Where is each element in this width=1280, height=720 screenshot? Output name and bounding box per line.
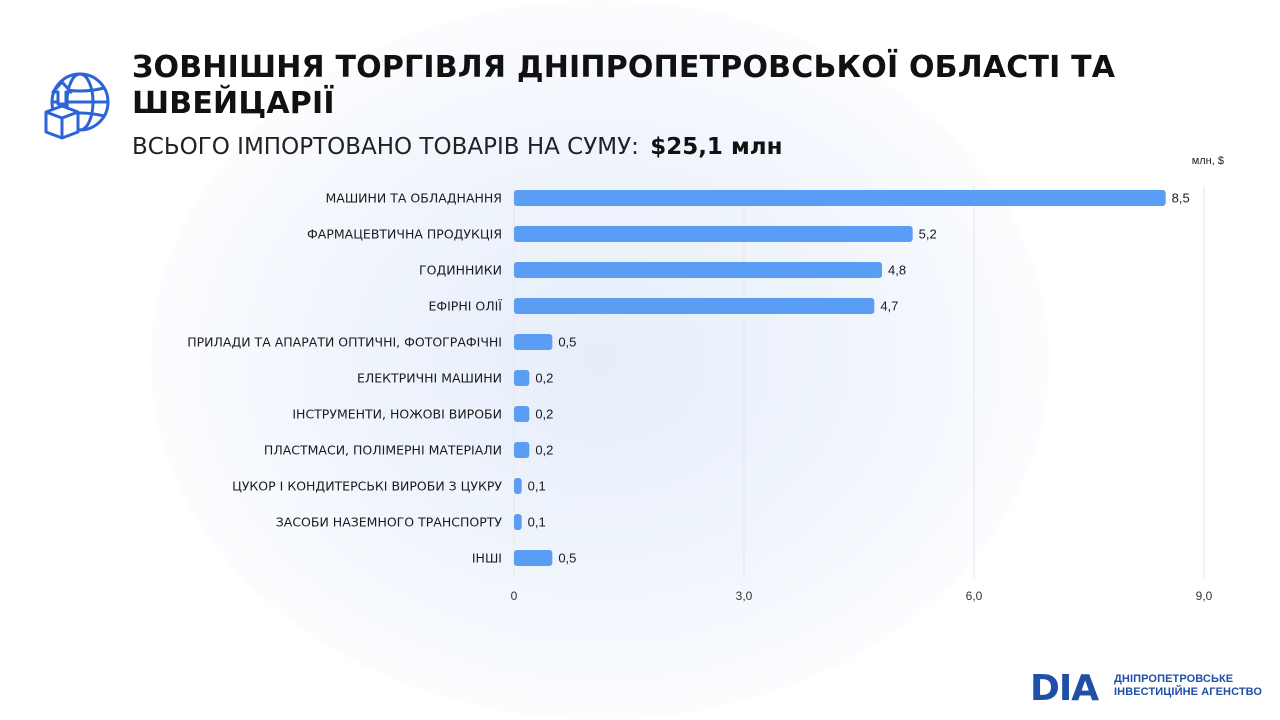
value-label: 4,7 bbox=[880, 299, 898, 314]
background-circle bbox=[150, 0, 1050, 720]
dia-logo-icon: DIA bbox=[1030, 668, 1100, 704]
bar bbox=[514, 226, 913, 242]
value-label: 8,5 bbox=[1172, 191, 1190, 206]
subtitle-prefix: ВСЬОГО ІМПОРТОВАНО ТОВАРІВ НА СУМУ: bbox=[132, 134, 639, 160]
category-label: ІНСТРУМЕНТИ, НОЖОВІ ВИРОБИ bbox=[292, 407, 502, 422]
bar bbox=[514, 478, 522, 494]
bar bbox=[514, 406, 530, 422]
category-label: ГОДИННИКИ bbox=[419, 263, 502, 278]
globe-import-icon bbox=[44, 72, 110, 140]
value-label: 0,1 bbox=[528, 515, 546, 530]
category-label: ПРИЛАДИ ТА АПАРАТИ ОПТИЧНІ, ФОТОГРАФІЧНІ bbox=[187, 335, 502, 350]
brand-mark-text: DIA bbox=[1030, 668, 1099, 704]
value-label: 0,2 bbox=[535, 443, 553, 458]
category-label: МАШИНИ ТА ОБЛАДНАННЯ bbox=[325, 191, 502, 206]
units-label: млн, $ bbox=[1191, 155, 1224, 167]
value-label: 0,5 bbox=[558, 551, 576, 566]
bar bbox=[514, 334, 553, 350]
category-label: ЦУКОР І КОНДИТЕРСЬКІ ВИРОБИ З ЦУКРУ bbox=[232, 479, 502, 494]
value-label: 5,2 bbox=[919, 227, 937, 242]
category-label: ФАРМАЦЕВТИЧНА ПРОДУКЦІЯ bbox=[307, 227, 502, 242]
category-label: ЕФІРНІ ОЛІЇ bbox=[428, 299, 502, 314]
bar bbox=[514, 550, 553, 566]
value-label: 0,1 bbox=[528, 479, 546, 494]
bar bbox=[514, 370, 530, 386]
brand-line-2: ІНВЕСТИЦІЙНЕ АГЕНСТВО bbox=[1114, 686, 1263, 698]
bar bbox=[514, 190, 1166, 206]
page-title: ЗОВНІШНЯ ТОРГІВЛЯ ДНІПРОПЕТРОВСЬКОЇ ОБЛА… bbox=[132, 50, 1116, 121]
subtitle: ВСЬОГО ІМПОРТОВАНО ТОВАРІВ НА СУМУ: $25,… bbox=[132, 132, 782, 162]
category-label: ПЛАСТМАСИ, ПОЛІМЕРНІ МАТЕРІАЛИ bbox=[264, 443, 502, 458]
x-tick-label: 0 bbox=[511, 589, 518, 603]
category-label: ЗАСОБИ НАЗЕМНОГО ТРАНСПОРТУ bbox=[276, 515, 503, 530]
value-label: 0,2 bbox=[535, 407, 553, 422]
brand-name: ДНІПРОПЕТРОВСЬКЕ ІНВЕСТИЦІЙНЕ АГЕНСТВО bbox=[1114, 673, 1262, 699]
category-label: ЕЛЕКТРИЧНІ МАШИНИ bbox=[357, 371, 502, 386]
x-tick-label: 6,0 bbox=[966, 589, 983, 603]
bar bbox=[514, 514, 522, 530]
x-tick-label: 3,0 bbox=[736, 589, 753, 603]
bar bbox=[514, 262, 882, 278]
bar bbox=[514, 298, 875, 314]
value-label: 4,8 bbox=[888, 263, 906, 278]
value-label: 0,5 bbox=[558, 335, 576, 350]
subtitle-total: $25,1 млн bbox=[650, 134, 783, 160]
bar bbox=[514, 442, 530, 458]
category-label: ІНШІ bbox=[472, 551, 502, 566]
brand-logo: DIA ДНІПРОПЕТРОВСЬКЕ ІНВЕСТИЦІЙНЕ АГЕНСТ… bbox=[1030, 668, 1262, 704]
brand-line-1: ДНІПРОПЕТРОВСЬКЕ bbox=[1114, 673, 1234, 685]
x-tick-label: 9,0 bbox=[1196, 589, 1213, 603]
value-label: 0,2 bbox=[535, 371, 553, 386]
